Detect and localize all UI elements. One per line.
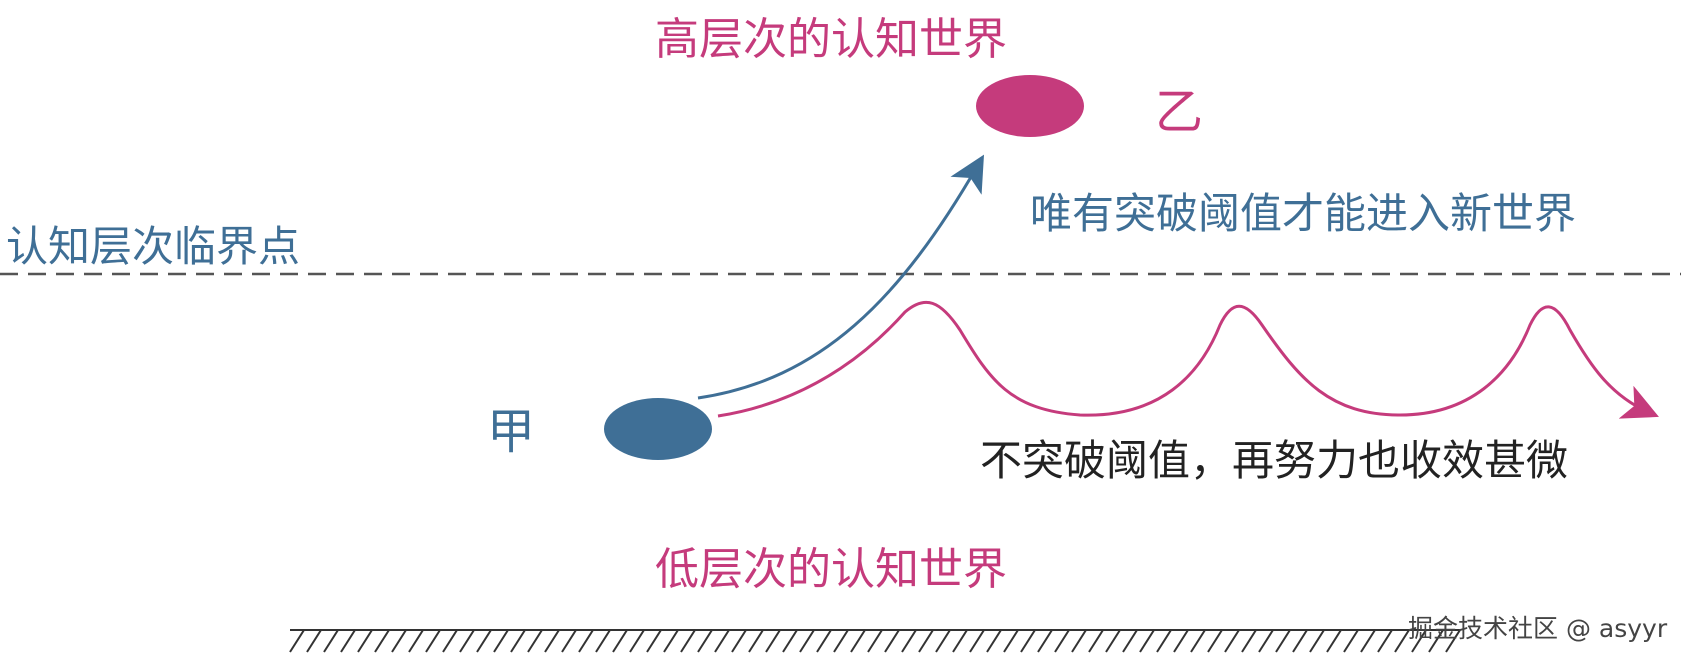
- ground-hatch-mark: [578, 629, 594, 653]
- ground-hatch-mark: [731, 629, 747, 653]
- ground-hatch-mark: [850, 629, 866, 653]
- ground-hatch-mark: [833, 629, 849, 653]
- breakthrough-caption: 唯有突破阈值才能进入新世界: [1030, 189, 1577, 238]
- ground-hatch-mark: [1003, 629, 1019, 653]
- ground-hatch-mark: [969, 629, 985, 653]
- ground-hatch-mark: [1428, 629, 1444, 653]
- ground-hatch-mark: [952, 629, 968, 653]
- ground-hatch-mark: [1445, 629, 1461, 653]
- node-a-ellipse: [604, 398, 712, 460]
- ground-hatch-mark: [1190, 629, 1206, 653]
- ground-hatch-mark: [782, 629, 798, 653]
- ground-hatch-mark: [1207, 629, 1223, 653]
- ground-hatch-mark: [476, 629, 492, 653]
- ground-hatch-mark: [1241, 629, 1257, 653]
- ground-hatch-mark: [408, 629, 424, 653]
- ground-hatch-mark: [527, 629, 543, 653]
- ground-hatch-mark: [1037, 629, 1053, 653]
- ground-hatch-mark: [459, 629, 475, 653]
- ground-hatch-mark: [510, 629, 526, 653]
- ground-hatch-mark: [901, 629, 917, 653]
- no-breakthrough-caption: 不突破阈值，再努力也收效甚微: [980, 436, 1569, 485]
- ground-hatch-mark: [1343, 629, 1359, 653]
- ground-hatch-mark: [1309, 629, 1325, 653]
- ground-hatch-mark: [612, 629, 628, 653]
- ground-hatch-mark: [1020, 629, 1036, 653]
- ground-hatch-mark: [1275, 629, 1291, 653]
- ground-hatch-mark: [493, 629, 509, 653]
- ground-hatch-mark: [306, 629, 322, 653]
- ground-hatch-mark: [357, 629, 373, 653]
- ground-hatch-mark: [1258, 629, 1274, 653]
- ground-hatch-mark: [1122, 629, 1138, 653]
- ground-hatch-mark: [1326, 629, 1342, 653]
- ground-hatch-mark: [935, 629, 951, 653]
- ground-hatch-mark: [816, 629, 832, 653]
- ground-hatch-mark: [340, 629, 356, 653]
- ground-hatch-mark: [1054, 629, 1070, 653]
- threshold-label: 认知层次临界点: [6, 222, 301, 271]
- ground-hatch-mark: [714, 629, 730, 653]
- ground-hatch-mark: [799, 629, 815, 653]
- ground-hatch-mark: [1156, 629, 1172, 653]
- ground-hatch-mark: [425, 629, 441, 653]
- ground-hatch-mark: [323, 629, 339, 653]
- ground-hatch-mark: [561, 629, 577, 653]
- ground-hatch-mark: [748, 629, 764, 653]
- ground-hatch-mark: [663, 629, 679, 653]
- ground-hatch-mark: [442, 629, 458, 653]
- ground-hatch-mark: [1394, 629, 1410, 653]
- ground-hatch-mark: [765, 629, 781, 653]
- low-level-world-label: 低层次的认知世界: [655, 544, 1007, 595]
- ground-hatch-mark: [646, 629, 662, 653]
- ground-hatch-mark: [1224, 629, 1240, 653]
- ground-hatch-mark: [544, 629, 560, 653]
- ground-hatch-mark: [595, 629, 611, 653]
- ground-hatching: [289, 629, 1461, 653]
- node-a-label: 甲: [487, 404, 536, 460]
- ground-hatch-mark: [884, 629, 900, 653]
- ground-hatch-mark: [391, 629, 407, 653]
- ground-hatch-mark: [1173, 629, 1189, 653]
- ground-hatch-mark: [289, 629, 305, 653]
- ground-hatch-mark: [1071, 629, 1087, 653]
- watermark-text: 掘金技术社区 @ asyyr: [1408, 614, 1668, 643]
- high-level-world-label: 高层次的认知世界: [655, 14, 1007, 65]
- ground-hatch-mark: [1105, 629, 1121, 653]
- ground-hatch-mark: [1411, 629, 1427, 653]
- effort-wave-arrow: [717, 300, 1659, 419]
- node-b-label: 乙: [1155, 84, 1204, 140]
- breakthrough-arrow: [697, 154, 985, 400]
- ground-hatch-mark: [867, 629, 883, 653]
- ground-hatch-mark: [629, 629, 645, 653]
- ground-hatch-mark: [1139, 629, 1155, 653]
- ground-hatch-mark: [680, 629, 696, 653]
- ground-hatch-mark: [1088, 629, 1104, 653]
- ground-hatch-mark: [697, 629, 713, 653]
- node-b-ellipse: [976, 75, 1084, 137]
- ground-hatch-mark: [1360, 629, 1376, 653]
- ground-hatch-mark: [1377, 629, 1393, 653]
- ground-hatch-mark: [918, 629, 934, 653]
- ground-hatch-mark: [986, 629, 1002, 653]
- ground-hatch-mark: [374, 629, 390, 653]
- ground-hatch-mark: [1292, 629, 1308, 653]
